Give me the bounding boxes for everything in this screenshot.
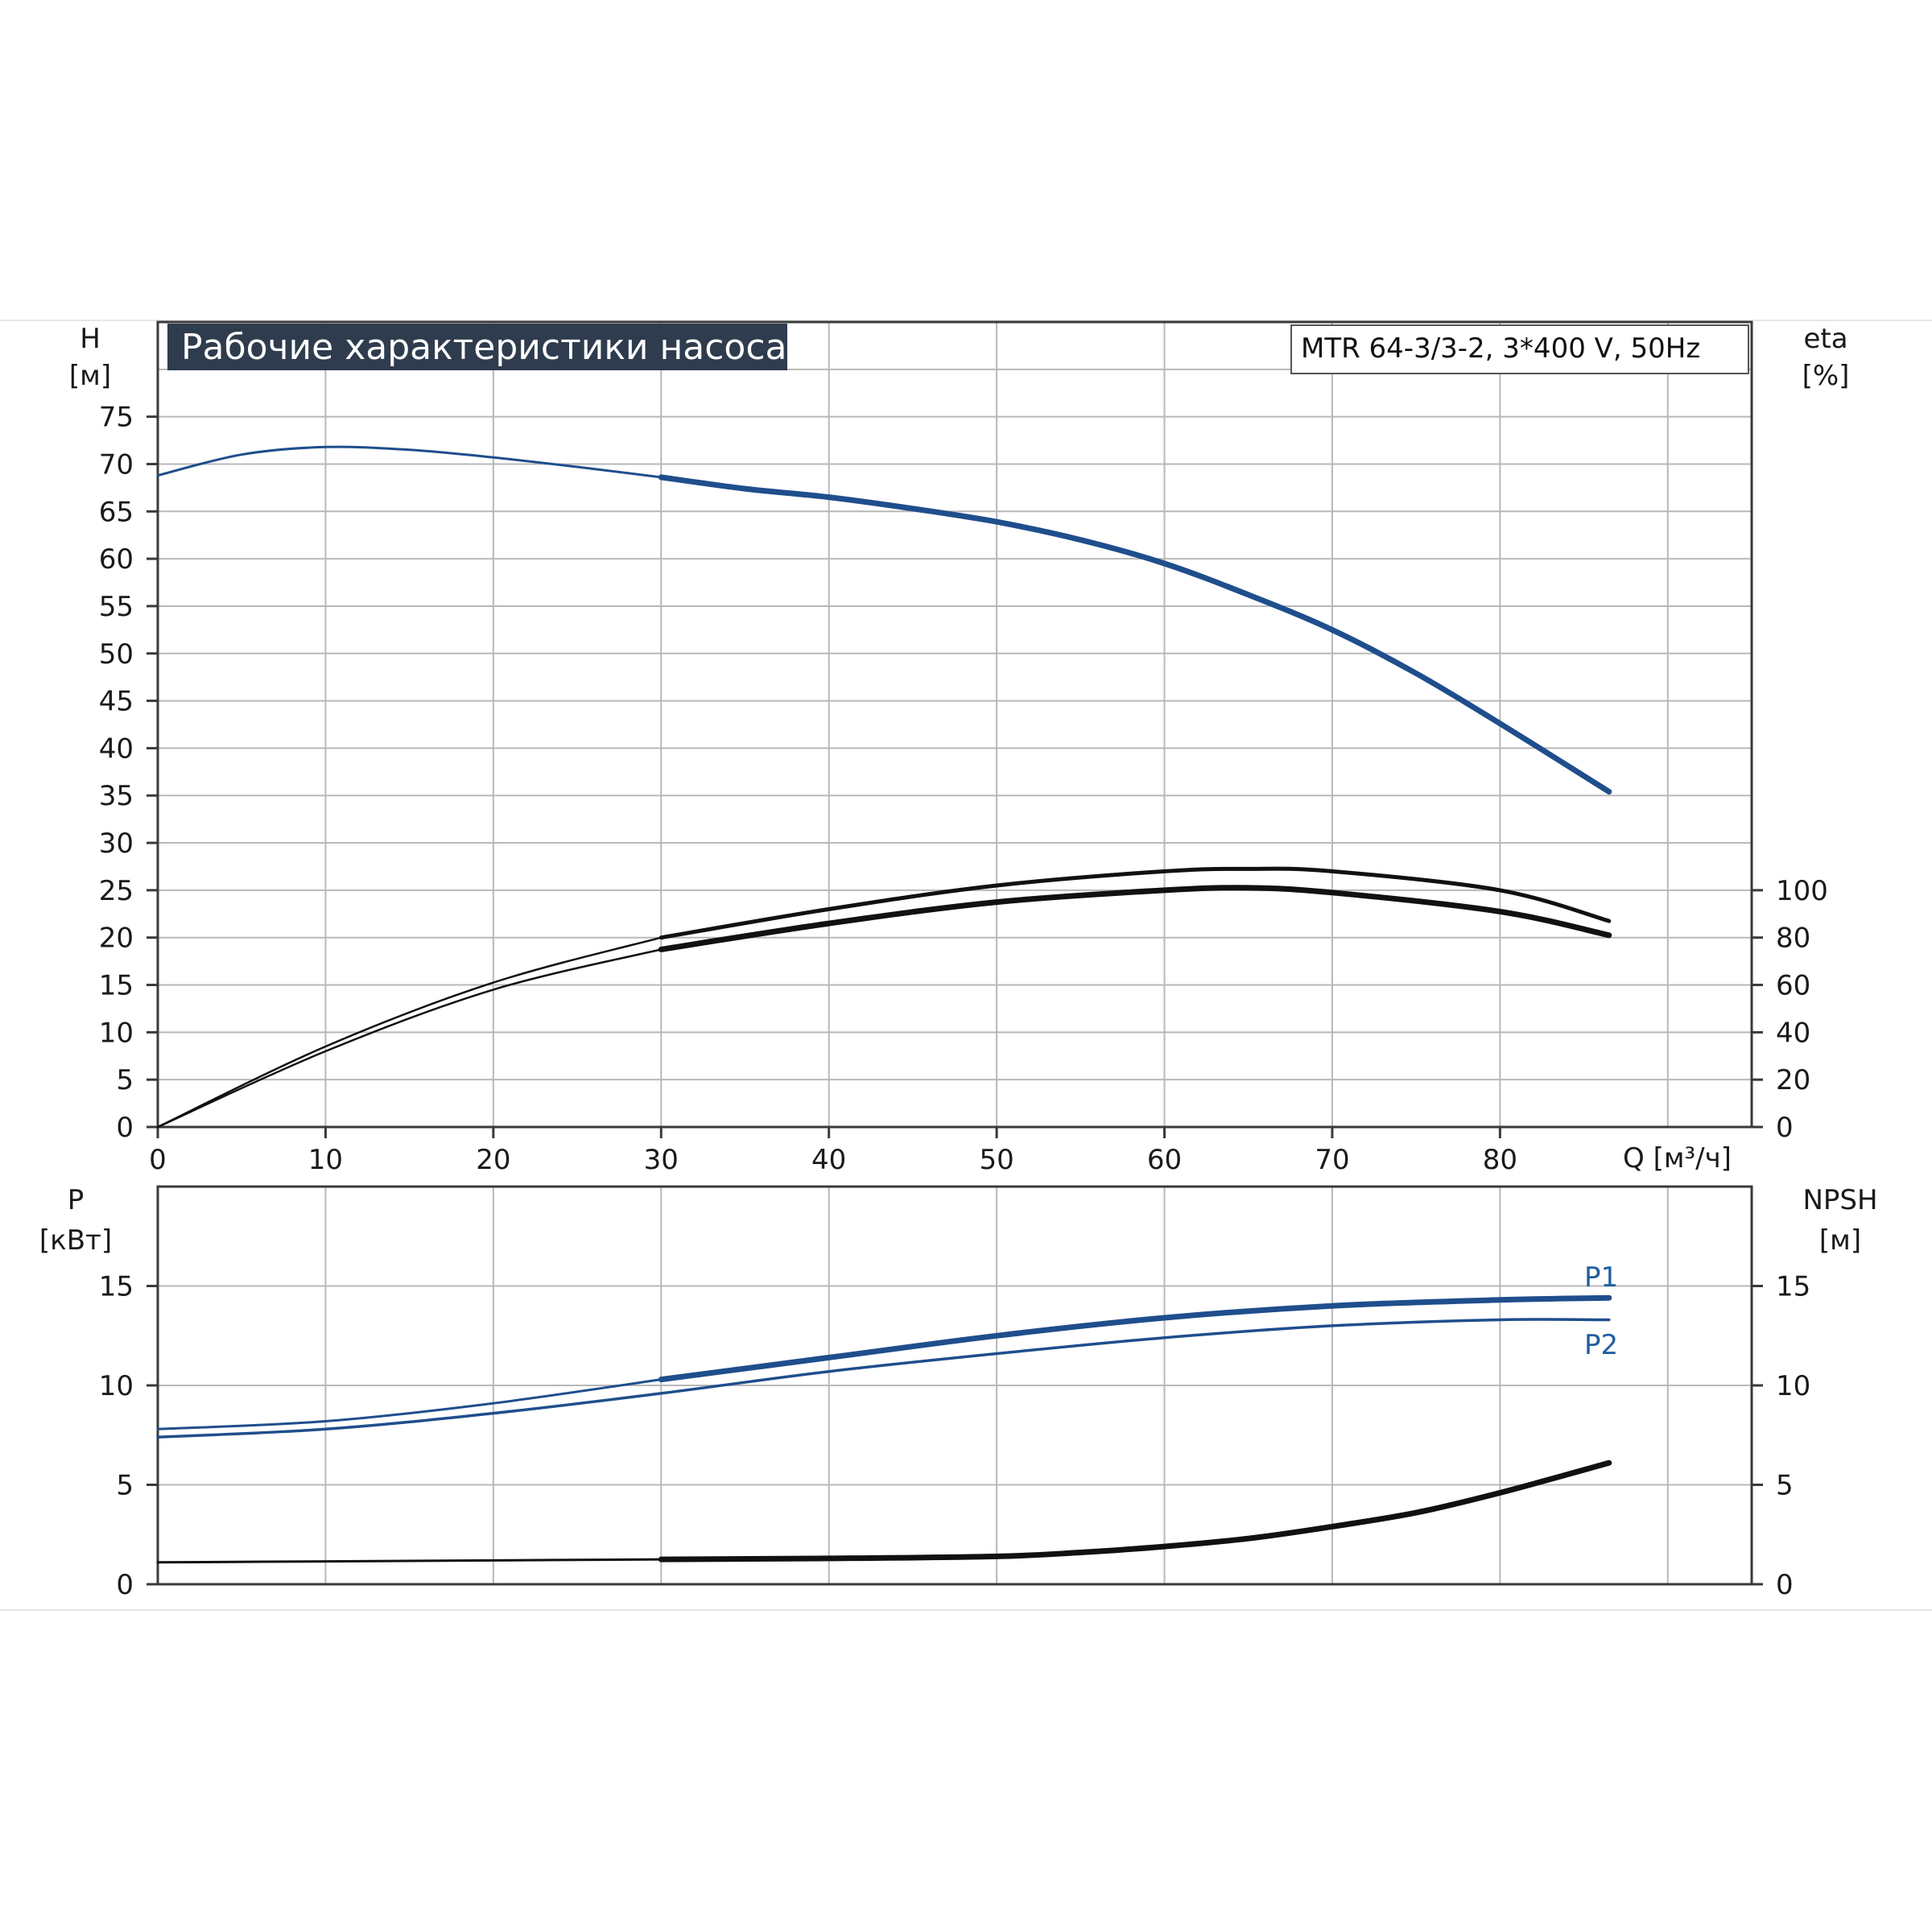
eta-axis-tick-label: 100	[1776, 875, 1828, 907]
model-label: MTR 64-3/3-2, 3*400 V, 50Hz	[1301, 332, 1700, 365]
npsh-axis-unit: [м]	[1819, 1224, 1861, 1257]
lower-curves	[156, 1294, 1612, 1564]
h-axis-tick-label: 5	[116, 1064, 134, 1096]
p1-curve-left-part	[156, 1378, 663, 1430]
title-box	[167, 324, 787, 370]
h-axis-tick-label: 30	[99, 828, 134, 860]
efficiency-curve-upper-left-part	[156, 936, 663, 1129]
h-axis-tick-label: 65	[99, 496, 134, 528]
npsh-axis-tick-label: 5	[1776, 1470, 1794, 1502]
h-axis-tick-label: 20	[99, 923, 134, 955]
npsh-curve-main-part	[658, 1459, 1612, 1563]
p2-curve	[156, 1318, 1611, 1439]
npsh-axis-tick-label: 15	[1776, 1271, 1810, 1303]
h-axis-tick-label: 75	[99, 402, 134, 434]
q-axis-tick-label: 0	[149, 1144, 167, 1176]
eta-axis-tick-label: 40	[1776, 1017, 1810, 1049]
eta-axis-tick-label: 60	[1776, 970, 1810, 1002]
p1-curve-main-part	[658, 1294, 1612, 1383]
head-curve-main-part	[658, 474, 1612, 795]
upper-grid	[157, 322, 1752, 1128]
eta-axis-tick-label: 80	[1776, 923, 1810, 955]
upper-plot-frame	[156, 320, 1753, 1129]
lower-tick-labels: 0 5 10 15 0 5 10 15	[99, 1271, 1811, 1602]
npsh-axis-tick-label: 0	[1776, 1569, 1794, 1601]
q-axis-tick-label: 70	[1315, 1144, 1349, 1176]
h-axis-tick-label: 15	[99, 970, 134, 1002]
npsh-axis-tick-label: 10	[1776, 1370, 1810, 1402]
p2-series-label: P2	[1584, 1329, 1618, 1361]
p-axis-tick-label: 10	[99, 1370, 134, 1402]
h-axis-tick-label: 50	[99, 638, 134, 671]
q-axis-tick-label: 30	[644, 1144, 679, 1176]
p1-series-label: P1	[1584, 1261, 1618, 1294]
q-axis-tick-label: 80	[1483, 1144, 1517, 1176]
h-axis-tick-label: 70	[99, 448, 134, 481]
q-axis-tick-label: 60	[1147, 1144, 1182, 1176]
efficiency-curve-lower-left-part	[156, 948, 663, 1129]
p-axis-tick-label: 15	[99, 1271, 134, 1303]
efficiency-curve-upper-main-part	[658, 866, 1612, 940]
h-axis-tick-label: 35	[99, 780, 134, 812]
npsh-curve-left-part	[156, 1558, 663, 1564]
p-axis-unit: [кВт]	[39, 1224, 112, 1257]
h-axis-tick-label: 0	[116, 1112, 134, 1144]
h-axis-tick-label: 40	[99, 733, 134, 765]
p-axis-tick-label: 0	[116, 1569, 134, 1601]
page-title: Рабочие характеристики насоса	[181, 327, 786, 368]
q-axis-tick-label: 10	[308, 1144, 343, 1176]
p-axis-label: P	[68, 1184, 85, 1216]
h-axis-tick-label: 55	[99, 591, 134, 623]
h-axis-tick-label: 25	[99, 875, 134, 907]
npsh-axis-label: NPSH	[1802, 1184, 1877, 1216]
eta-axis-label: eta	[1803, 323, 1847, 355]
q-axis-label: Q [м³/ч]	[1623, 1142, 1732, 1174]
head-curve-left-part	[156, 445, 663, 479]
eta-axis-unit: [%]	[1802, 360, 1850, 392]
model-box	[1290, 324, 1749, 374]
q-axis-tick-label: 40	[811, 1144, 846, 1176]
eta-axis-tick-label: 20	[1776, 1064, 1810, 1096]
h-axis-unit: [м]	[69, 360, 111, 392]
h-axis-tick-label: 45	[99, 686, 134, 718]
upper-tick-labels: 0 5 10 15 20 25 30 35 40 45 50 55 60 65 70 75 0 20 40 60 80 1…	[99, 402, 1828, 1176]
h-axis-tick-label: 10	[99, 1017, 134, 1049]
h-axis-tick-label: 60	[99, 543, 134, 576]
q-axis-tick-label: 50	[979, 1144, 1013, 1176]
eta-axis-tick-label: 0	[1776, 1112, 1794, 1144]
h-axis-label: H	[80, 323, 101, 355]
lower-grid	[157, 1187, 1752, 1585]
p-axis-tick-label: 5	[116, 1470, 134, 1502]
upper-curves	[156, 445, 1612, 1129]
efficiency-curve-lower-main-part	[658, 885, 1612, 952]
q-axis-tick-label: 20	[476, 1144, 510, 1176]
